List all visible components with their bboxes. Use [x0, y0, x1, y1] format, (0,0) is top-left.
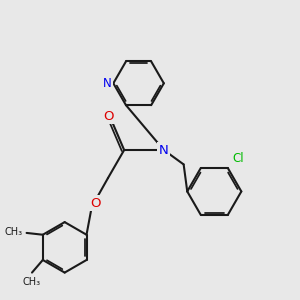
Text: O: O [103, 110, 114, 123]
Text: CH₃: CH₃ [5, 227, 23, 237]
Text: CH₃: CH₃ [23, 277, 41, 287]
Text: N: N [103, 77, 112, 90]
Text: O: O [90, 197, 101, 210]
Text: N: N [159, 143, 169, 157]
Text: Cl: Cl [232, 152, 244, 165]
